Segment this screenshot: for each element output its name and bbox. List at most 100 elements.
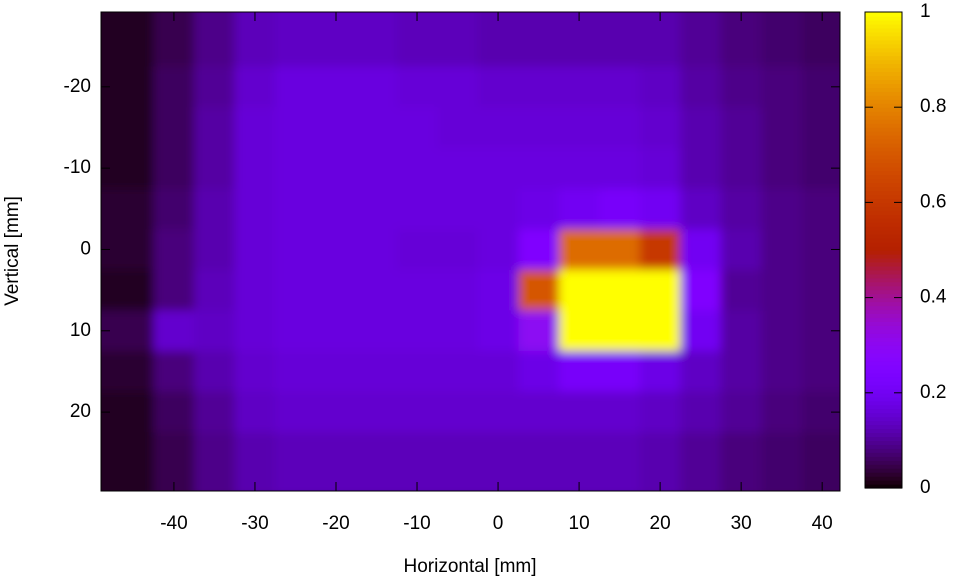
colorbar-step (865, 75, 902, 81)
colorbar-step (865, 103, 902, 108)
colorbar-step (865, 261, 902, 267)
y-tick-label: 20 (70, 401, 91, 422)
heat-cell (801, 188, 840, 230)
heat-cell (599, 66, 641, 108)
colorbar-step (865, 365, 902, 370)
colorbar-step (865, 131, 902, 136)
heat-cell (518, 66, 560, 108)
colorbar-step (865, 321, 902, 326)
heat-cell (720, 107, 762, 149)
colorbar-step (865, 353, 902, 358)
colorbar-step (865, 468, 902, 473)
colorbar-step (865, 174, 902, 180)
colorbar-step (865, 452, 902, 457)
heat-cell (234, 12, 276, 67)
heat-cell (396, 188, 438, 230)
colorbar-step (865, 408, 902, 414)
colorbar-step (865, 273, 902, 279)
x-tick-label: 30 (731, 513, 752, 534)
heat-cell (315, 147, 357, 189)
heat-cell (680, 432, 722, 491)
x-tick-label: -30 (241, 513, 268, 534)
heat-cell (101, 12, 155, 67)
heat-cell (518, 391, 560, 433)
heat-cell (518, 310, 560, 352)
heat-cell (234, 351, 276, 393)
colorbar-step (865, 428, 902, 434)
heat-cell (275, 12, 317, 67)
colorbar-step (865, 444, 902, 449)
colorbar-step (865, 119, 902, 124)
heat-cell (153, 12, 195, 67)
colorbar-step (865, 115, 902, 120)
heat-cell (194, 12, 236, 67)
colorbar-step (865, 269, 902, 275)
colorbar-step (865, 95, 902, 100)
colorbar-step (865, 234, 902, 239)
heat-cell (599, 188, 641, 230)
colorbar-step (865, 396, 902, 402)
colorbar-frame (864, 11, 903, 489)
heat-cell (153, 147, 195, 189)
heat-cell (153, 66, 195, 108)
heat-cell (275, 351, 317, 393)
heat-cell (599, 229, 641, 271)
colorbar-step (865, 107, 902, 112)
heat-cell (234, 147, 276, 189)
heat-cell (396, 269, 438, 311)
heat-cell (275, 107, 317, 149)
colorbar-step (865, 182, 902, 188)
heat-cell (477, 107, 519, 149)
heat-cell (315, 432, 357, 491)
heat-cell (275, 391, 317, 433)
heat-cell (437, 229, 479, 271)
colorbar-step (865, 170, 902, 176)
heat-cell (101, 188, 155, 230)
colorbar-step (865, 178, 902, 184)
heat-cell (275, 147, 317, 189)
heat-cell (194, 310, 236, 352)
colorbar-step (865, 218, 902, 223)
heat-cell (101, 269, 155, 311)
heat-cell (315, 188, 357, 230)
heat-cell (761, 229, 803, 271)
colorbar-step (865, 79, 902, 84)
heat-cell (153, 391, 195, 433)
heat-cell (720, 188, 762, 230)
heat-cell (761, 432, 803, 491)
heat-cell (599, 269, 641, 311)
colorbar-tick-label: 0.8 (920, 96, 946, 117)
colorbar-step (865, 448, 902, 453)
heat-cell (275, 188, 317, 230)
heat-cell (680, 147, 722, 189)
heat-cell (315, 351, 357, 393)
heat-cell (639, 432, 681, 491)
heat-cell (680, 188, 722, 230)
y-tick-label: -10 (64, 157, 91, 178)
heat-cell (437, 269, 479, 311)
heat-cell (720, 310, 762, 352)
heat-cell (396, 229, 438, 271)
heat-cell (275, 310, 317, 352)
heat-cell (518, 432, 560, 491)
heat-cell (680, 351, 722, 393)
colorbar-step (865, 246, 902, 251)
heat-cell (153, 432, 195, 491)
x-tick-label: -40 (160, 513, 187, 534)
heat-cell (801, 12, 840, 67)
heat-cell (275, 432, 317, 491)
heat-cell (599, 391, 641, 433)
colorbar-step (865, 456, 902, 461)
colorbar-step (865, 222, 902, 227)
heat-cell (680, 107, 722, 149)
colorbar-step (865, 35, 902, 41)
colorbar-step (865, 472, 902, 477)
colorbar-step (865, 440, 902, 445)
heat-cell (518, 188, 560, 230)
colorbar-step (865, 31, 902, 37)
x-tick-label: -20 (322, 513, 349, 534)
heat-cell (477, 269, 519, 311)
heat-cell (194, 391, 236, 433)
heat-cell (396, 310, 438, 352)
heat-cell (761, 107, 803, 149)
